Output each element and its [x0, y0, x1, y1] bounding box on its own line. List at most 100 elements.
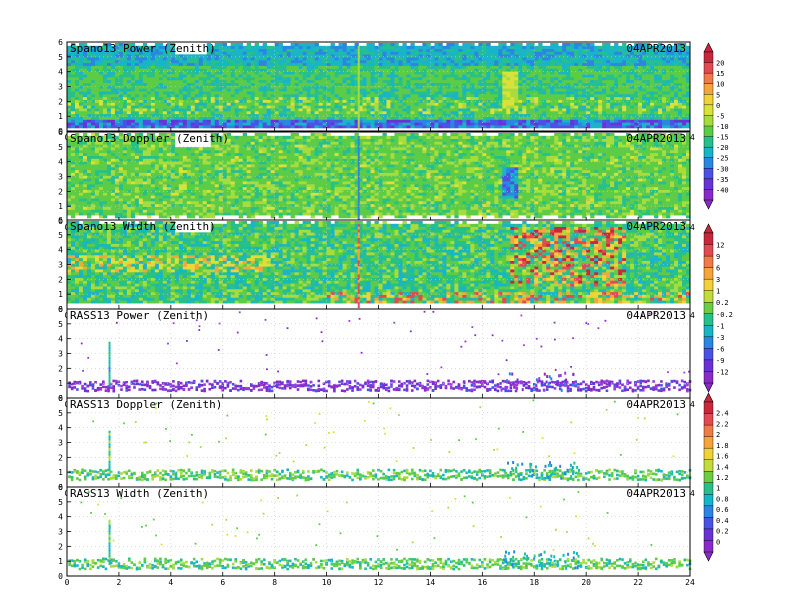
heat-cell [222, 122, 228, 126]
heat-cell [498, 74, 503, 78]
heat-cell [238, 105, 244, 109]
heat-cell [618, 102, 623, 106]
heat-cell [450, 111, 455, 115]
heat-cell [357, 85, 360, 88]
heat-cell [386, 43, 391, 47]
heat-cell [554, 68, 559, 72]
heat-cell [342, 94, 347, 98]
heat-cell [226, 108, 232, 112]
heat-cell [218, 116, 224, 120]
heat-cell [482, 79, 487, 83]
heat-cell [378, 45, 383, 49]
heat-cell [650, 71, 655, 75]
heat-cell [502, 68, 507, 72]
heat-cell [122, 94, 128, 98]
heat-cell [98, 141, 104, 145]
heat-cell [566, 119, 571, 123]
heat-cell [566, 62, 571, 66]
heat-cell [634, 99, 639, 103]
heat-cell [278, 91, 283, 95]
heat-cell [478, 102, 483, 106]
heat-cell [142, 85, 148, 89]
heat-cell [346, 94, 351, 98]
heat-cell [350, 65, 355, 69]
heat-cell [118, 77, 124, 81]
heat-cell [286, 48, 291, 52]
heat-cell [214, 85, 220, 89]
heat-cell [326, 111, 331, 115]
heat-cell [462, 60, 467, 64]
heat-cell [438, 54, 443, 58]
heat-cell [114, 43, 120, 47]
heat-cell [222, 113, 228, 117]
heat-cell [242, 94, 248, 98]
heat-cell [214, 94, 220, 98]
heat-cell [114, 79, 120, 83]
heat-cell [358, 74, 363, 78]
heat-cell [90, 96, 96, 100]
heat-cell [566, 102, 571, 106]
heat-cell [414, 54, 419, 58]
heat-cell [618, 82, 623, 86]
heat-cell [350, 99, 355, 103]
heat-cell [206, 82, 212, 86]
heat-cell [526, 99, 531, 103]
heat-cell [582, 45, 587, 49]
heat-cell [378, 91, 383, 95]
heat-cell [74, 147, 80, 151]
heat-cell [478, 65, 483, 69]
heat-cell [302, 74, 307, 78]
heat-cell [570, 116, 575, 120]
heat-cell [382, 91, 387, 95]
heat-cell [70, 102, 76, 106]
heat-cell [478, 113, 483, 117]
heat-cell [338, 119, 343, 123]
heat-cell [134, 91, 140, 95]
heat-cell [150, 96, 156, 100]
heat-cell [146, 68, 152, 72]
heat-cell [270, 45, 275, 49]
heat-cell [342, 108, 347, 112]
heat-cell [67, 62, 72, 66]
heat-cell [354, 102, 359, 106]
heat-cell [122, 96, 128, 100]
heat-cell [590, 62, 595, 66]
heat-cell [654, 122, 659, 126]
heat-cell [630, 111, 635, 115]
heat-cell [658, 88, 663, 92]
heat-cell [494, 113, 499, 117]
heat-cell [490, 68, 495, 72]
heat-cell [378, 54, 383, 58]
heat-cell [70, 195, 76, 199]
heat-cell [154, 65, 160, 69]
heat-cell [210, 74, 216, 78]
heat-cell [642, 88, 647, 92]
heat-cell [570, 45, 575, 49]
heat-cell [234, 85, 240, 89]
heat-cell [482, 68, 487, 72]
heat-cell [366, 79, 371, 83]
heat-cell [82, 152, 88, 156]
heat-cell [554, 99, 559, 103]
heat-cell [258, 116, 263, 120]
heat-cell [130, 108, 136, 112]
heat-cell [526, 65, 531, 69]
heat-cell [110, 60, 116, 64]
heat-cell [550, 105, 555, 109]
heat-cell [318, 54, 323, 58]
heat-cell [114, 77, 120, 81]
heat-cell [298, 99, 303, 103]
heat-cell [382, 94, 387, 98]
heat-cell [114, 74, 120, 78]
heat-cell [594, 108, 599, 112]
heat-cell [474, 111, 479, 115]
heat-cell [382, 57, 387, 61]
heat-cell [218, 125, 224, 129]
heat-cell [194, 60, 200, 64]
heat-cell [366, 94, 371, 98]
heat-cell [422, 74, 427, 78]
heat-cell [362, 82, 367, 86]
heat-cell [542, 82, 547, 86]
heat-cell [458, 62, 463, 66]
heat-cell [494, 88, 499, 92]
